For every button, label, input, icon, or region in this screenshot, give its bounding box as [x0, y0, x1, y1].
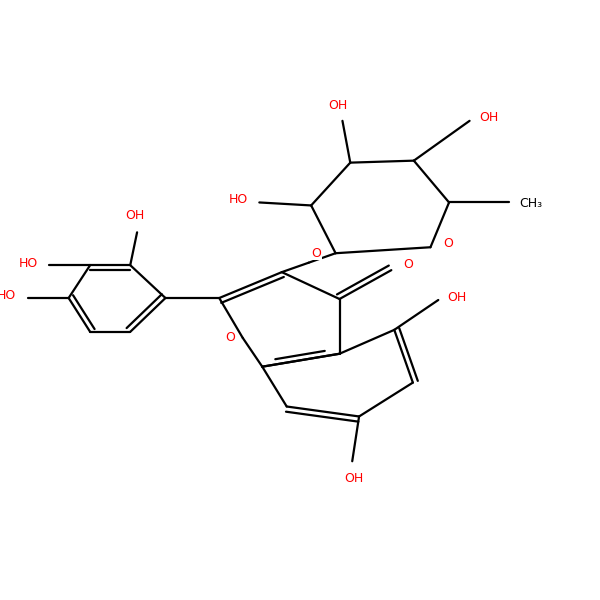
Text: OH: OH	[479, 111, 498, 124]
Text: HO: HO	[229, 193, 248, 206]
Text: OH: OH	[448, 292, 467, 304]
Text: CH₃: CH₃	[519, 197, 542, 210]
Text: HO: HO	[0, 289, 16, 302]
Text: OH: OH	[344, 472, 364, 485]
Text: HO: HO	[19, 257, 38, 269]
Text: O: O	[443, 236, 453, 250]
Text: O: O	[403, 259, 413, 271]
Text: OH: OH	[329, 98, 348, 112]
Text: O: O	[225, 331, 235, 344]
Text: O: O	[311, 247, 321, 260]
Text: OH: OH	[125, 209, 145, 222]
